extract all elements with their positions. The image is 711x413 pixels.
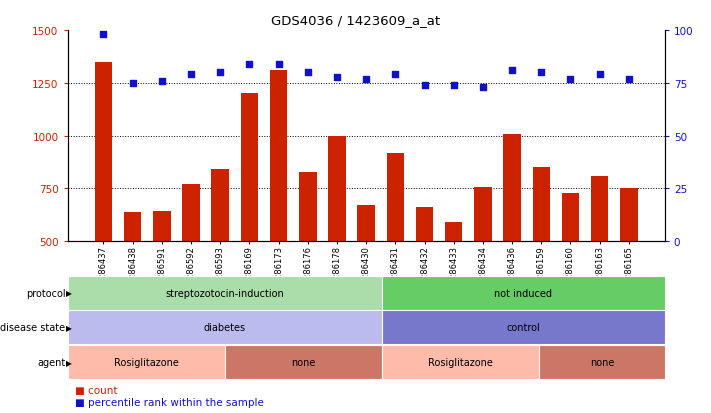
Point bbox=[506, 68, 518, 74]
Bar bbox=[474, 188, 492, 242]
Bar bbox=[562, 193, 579, 242]
Text: none: none bbox=[589, 357, 614, 367]
Text: none: none bbox=[291, 357, 316, 367]
Text: ■ percentile rank within the sample: ■ percentile rank within the sample bbox=[75, 397, 264, 407]
Text: not induced: not induced bbox=[494, 288, 552, 298]
Bar bbox=[591, 176, 609, 242]
Bar bbox=[620, 189, 638, 242]
Text: disease state: disease state bbox=[0, 323, 65, 332]
Bar bbox=[445, 223, 462, 242]
Text: agent: agent bbox=[37, 357, 65, 367]
Text: ■ count: ■ count bbox=[75, 385, 117, 395]
Point bbox=[186, 72, 197, 78]
Text: ▶: ▶ bbox=[66, 288, 72, 297]
Text: streptozotocin-induction: streptozotocin-induction bbox=[166, 288, 284, 298]
Point bbox=[565, 76, 576, 83]
Bar bbox=[124, 212, 141, 242]
Point bbox=[273, 62, 284, 68]
Point bbox=[477, 85, 488, 91]
Bar bbox=[533, 168, 550, 242]
Bar bbox=[387, 153, 404, 242]
Bar bbox=[299, 172, 316, 242]
Point bbox=[156, 78, 168, 85]
Point bbox=[215, 70, 226, 76]
Bar bbox=[240, 94, 258, 242]
Text: Rosiglitazone: Rosiglitazone bbox=[428, 357, 493, 367]
Text: Rosiglitazone: Rosiglitazone bbox=[114, 357, 178, 367]
Point bbox=[360, 76, 372, 83]
Text: control: control bbox=[506, 323, 540, 332]
Point bbox=[302, 70, 314, 76]
Point bbox=[448, 83, 459, 89]
Text: protocol: protocol bbox=[26, 288, 65, 298]
Bar bbox=[95, 62, 112, 242]
Point bbox=[624, 76, 635, 83]
Point bbox=[331, 74, 343, 81]
Bar bbox=[503, 134, 521, 242]
Text: GDS4036 / 1423609_a_at: GDS4036 / 1423609_a_at bbox=[271, 14, 440, 27]
Point bbox=[127, 80, 139, 87]
Text: ▶: ▶ bbox=[66, 323, 72, 332]
Text: ▶: ▶ bbox=[66, 358, 72, 367]
Point bbox=[594, 72, 605, 78]
Bar bbox=[211, 170, 229, 242]
Point bbox=[97, 32, 109, 38]
Bar bbox=[270, 71, 287, 242]
Point bbox=[244, 62, 255, 68]
Bar bbox=[153, 211, 171, 242]
Text: diabetes: diabetes bbox=[203, 323, 246, 332]
Point bbox=[390, 72, 401, 78]
Bar bbox=[182, 185, 200, 242]
Bar bbox=[328, 136, 346, 242]
Point bbox=[535, 70, 547, 76]
Bar bbox=[358, 206, 375, 242]
Point bbox=[419, 83, 430, 89]
Bar bbox=[416, 208, 433, 242]
